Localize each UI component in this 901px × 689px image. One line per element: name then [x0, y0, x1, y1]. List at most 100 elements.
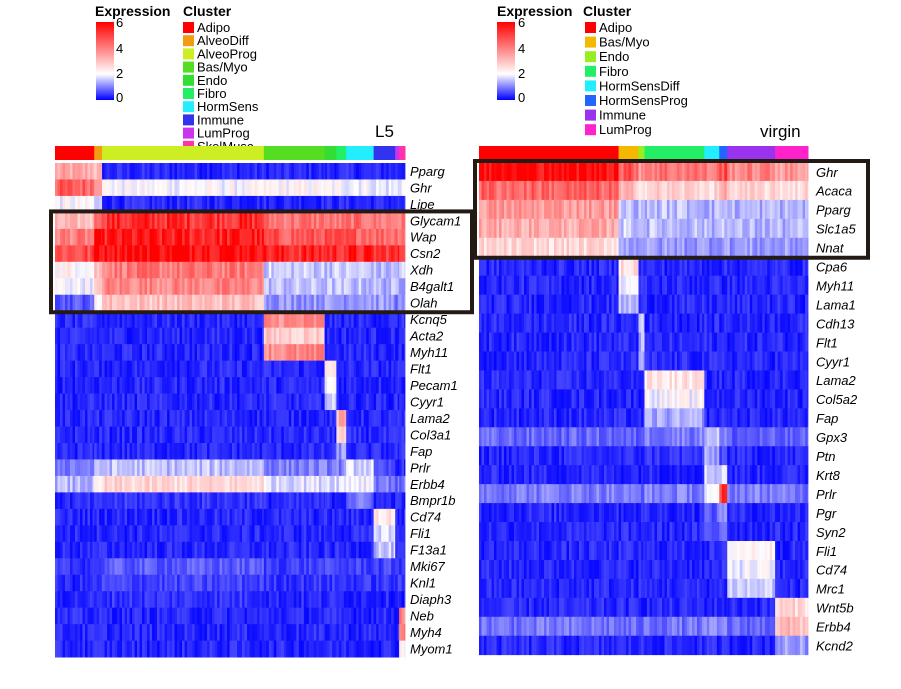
heatmap-cell — [399, 426, 406, 444]
gene-label: Fap — [816, 411, 838, 426]
heatmap-cell — [775, 275, 809, 296]
heatmap-cell — [644, 370, 705, 390]
heatmap-cell — [727, 522, 776, 542]
heatmap-cell — [55, 360, 95, 378]
cluster-legend-label: Endo — [197, 73, 227, 88]
heatmap-cell — [775, 635, 809, 656]
heatmap-cell — [94, 426, 103, 444]
heatmap-cell — [399, 558, 406, 576]
heatmap-cell — [618, 275, 639, 296]
heatmap-cell — [102, 344, 265, 362]
heatmap-row — [55, 245, 406, 263]
gene-label: Slc1a5 — [816, 222, 857, 237]
heatmap-cell — [395, 459, 400, 477]
gene-label: Flt1 — [410, 361, 432, 376]
heatmap-cell — [775, 541, 809, 561]
gene-label: Neb — [410, 609, 434, 624]
heatmap-row — [55, 624, 406, 642]
legend-cluster-title: Cluster — [583, 3, 632, 19]
gene-label: Bmpr1b — [410, 493, 456, 508]
heatmap-cell — [336, 294, 347, 312]
panel-title-virgin: virgin — [760, 122, 801, 141]
heatmap-cell — [638, 275, 645, 296]
cluster-bar-segment — [346, 146, 375, 160]
heatmap-cell — [336, 525, 347, 543]
heatmap-cell — [263, 377, 326, 394]
heatmap-cell — [638, 256, 645, 277]
heatmap-cell — [644, 294, 705, 314]
heatmap-cell — [55, 640, 95, 658]
panel-title-l5: L5 — [375, 122, 394, 141]
heatmap-cell — [704, 578, 720, 599]
cluster-bar-segment — [719, 146, 728, 160]
heatmap-row — [479, 408, 809, 428]
gene-label: Cyyr1 — [410, 394, 444, 409]
cluster-bar-segment — [775, 146, 809, 160]
heatmap-cell — [644, 408, 705, 428]
cluster-bar-segment — [638, 146, 645, 160]
heatmap-cell — [395, 179, 400, 197]
heatmap-cell — [479, 162, 619, 182]
heatmap-cell — [618, 351, 639, 371]
heatmap-cell — [399, 195, 406, 213]
heatmap-cell — [263, 410, 326, 427]
heatmap-cell — [324, 360, 337, 378]
heatmap-cell — [346, 574, 375, 592]
cluster-bar-segment — [373, 146, 396, 160]
heatmap-row — [479, 465, 809, 485]
heatmap-cell — [373, 377, 396, 394]
heatmap-row — [479, 484, 809, 504]
heatmap-cell — [644, 503, 705, 523]
heatmap-cell — [324, 640, 337, 658]
heatmap-cell — [719, 559, 728, 580]
heatmap-cell — [102, 591, 265, 609]
heatmap-cell — [399, 475, 406, 493]
heatmap-cell — [399, 640, 406, 658]
heatmap-cell — [479, 408, 619, 428]
heatmap-cell — [704, 522, 720, 542]
heatmap-cell — [638, 465, 645, 485]
heatmap-cell — [399, 163, 406, 180]
heatmap-cell — [324, 508, 337, 526]
gene-label: Nnat — [816, 241, 845, 256]
heatmap-cell — [638, 541, 645, 561]
heatmap-cell — [704, 370, 720, 390]
heatmap-cell — [618, 446, 639, 466]
heatmap-cell — [55, 558, 95, 576]
heatmap-cell — [775, 162, 809, 182]
heatmap-row — [55, 492, 406, 510]
heatmap-cell — [638, 389, 645, 409]
heatmap-cell — [644, 332, 705, 352]
heatmap-cell — [346, 212, 375, 230]
heatmap-cell — [346, 410, 375, 427]
heatmap-cell — [618, 465, 639, 485]
heatmap-cell — [775, 408, 809, 428]
gene-label: Cd74 — [816, 563, 847, 578]
cluster-legend-swatch — [585, 109, 596, 121]
heatmap-cell — [102, 261, 265, 279]
heatmap-cell — [263, 163, 326, 180]
gene-label: Mrc1 — [816, 582, 845, 597]
heatmap-cell — [727, 237, 776, 258]
heatmap-cell — [55, 294, 95, 312]
heatmap-cell — [727, 275, 776, 296]
heatmap-cell — [346, 360, 375, 378]
cluster-legend-label: Endo — [599, 49, 629, 64]
heatmap-cell — [263, 558, 326, 576]
heatmap-cell — [263, 508, 326, 526]
heatmap-cell — [102, 410, 265, 427]
heatmap-cell — [336, 311, 347, 329]
heatmap-cell — [336, 228, 347, 246]
cluster-legend-label: LumProg — [197, 126, 250, 141]
heatmap-row — [479, 332, 809, 352]
gene-label: Wnt5b — [816, 601, 854, 616]
scale-tick: 0 — [116, 90, 123, 105]
heatmap-cell — [102, 228, 265, 246]
gene-label: Fli1 — [410, 526, 431, 541]
heatmap-cell — [399, 492, 406, 510]
gene-label: Wap — [410, 230, 437, 245]
heatmap-cell — [336, 591, 347, 609]
heatmap-cell — [336, 195, 347, 213]
heatmap-row — [55, 640, 406, 658]
heatmap-cell — [727, 294, 776, 314]
